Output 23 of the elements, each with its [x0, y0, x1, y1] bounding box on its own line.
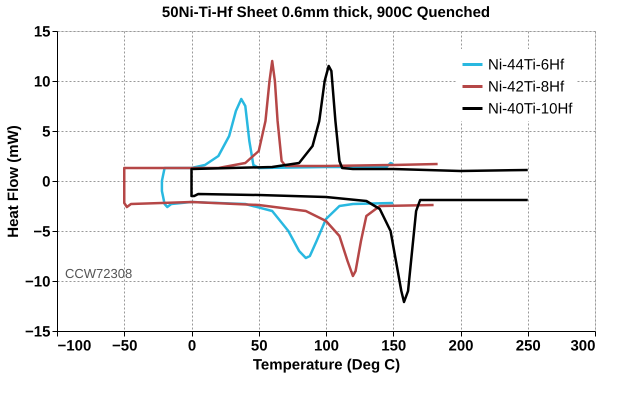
y-tick-label: −10 [25, 274, 50, 290]
y-tick-label: −5 [33, 224, 50, 240]
legend-label: Ni-40Ti-10Hf [488, 100, 574, 118]
x-tick-label: 50 [250, 338, 268, 354]
y-tick-label: 0 [42, 174, 50, 190]
y-tick-label: 15 [34, 24, 50, 40]
x-tick-label: 100 [314, 338, 340, 354]
y-tick-label: 5 [42, 124, 50, 140]
x-tick-label: 200 [448, 338, 474, 354]
x-tick-label: 250 [516, 338, 541, 354]
y-tick-label: −15 [25, 324, 50, 340]
x-tick-label: 300 [570, 338, 596, 354]
annotation: CCW72308 [65, 266, 132, 281]
chart-title: 50Ni-Ti-Hf Sheet 0.6mm thick, 900C Quenched [162, 4, 490, 21]
legend-label: Ni-42Ti-8Hf [488, 78, 565, 96]
y-axis-title: Heat Flow (mW) [5, 125, 22, 238]
x-axis-title: Temperature (Deg C) [252, 356, 400, 374]
legend-label: Ni-44Ti-6Hf [488, 56, 565, 74]
y-tick-label: 10 [34, 74, 50, 90]
x-tick-label: 0 [188, 338, 196, 354]
x-tick-label: 150 [381, 338, 406, 354]
x-tick-label: −100 [58, 338, 92, 354]
x-tick-label: −50 [112, 338, 138, 354]
